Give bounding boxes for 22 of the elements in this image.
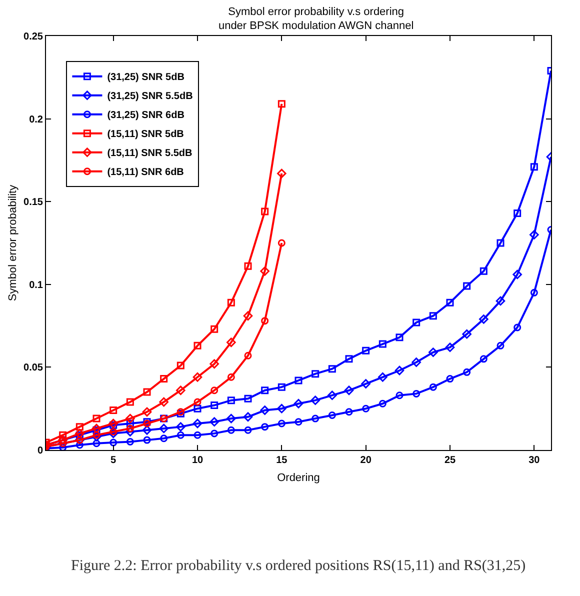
x-tick-label: 15 (276, 455, 288, 466)
x-tick-label: 5 (110, 455, 117, 466)
y-tick-label: 0.15 (24, 197, 44, 208)
legend-label: (31,25) SNR 5.5dB (107, 91, 193, 102)
legend-label: (15,11) SNR 5.5dB (107, 148, 192, 160)
legend-label: (31,25) SNR 6dB (107, 110, 184, 122)
y-tick-label: 0.05 (24, 362, 44, 374)
legend-label: (15,11) SNR 5dB (107, 129, 184, 140)
y-axis-title: Symbol error probability (7, 184, 20, 302)
x-tick-label: 20 (360, 455, 372, 466)
x-tick-label: 10 (192, 455, 204, 466)
x-tick-label: 30 (528, 455, 540, 466)
legend-label: (15,11) SNR 6dB (107, 167, 184, 178)
y-tick-label: 0.2 (29, 114, 44, 126)
y-tick-label: 0.1 (29, 280, 44, 291)
legend-label: (31,25) SNR 5dB (107, 72, 184, 84)
x-axis-title: Ordering (277, 472, 320, 484)
x-tick-label: 25 (444, 455, 456, 466)
y-tick-label: 0 (37, 446, 44, 456)
chart-title: Symbol error probability v.s ordering under BPSK modulation AWGN channel (218, 6, 414, 32)
y-tick-label: 0.25 (24, 32, 44, 42)
caption: Figure 2.2: Error probability v.s ordered positions RS(15,11) and RS(31,25) (71, 558, 526, 574)
